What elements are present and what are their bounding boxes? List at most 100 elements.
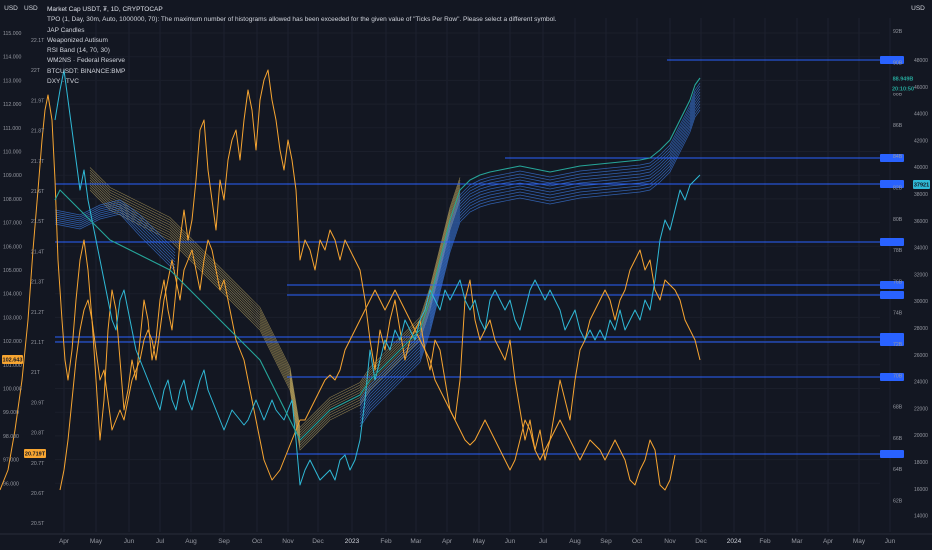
left-axis-label: 96.000 xyxy=(3,481,19,487)
blue-band-line xyxy=(359,100,701,419)
currency-button-left[interactable]: USD xyxy=(4,5,18,12)
indicator-weaponized-autisum[interactable]: Weaponized Autisum xyxy=(47,36,108,44)
series-lines xyxy=(0,69,701,491)
countdown-label-bg xyxy=(893,84,913,93)
left-axis-label: 104.000 xyxy=(3,292,22,298)
x-tick-label: Nov xyxy=(664,538,676,545)
level-tag xyxy=(880,154,904,162)
yellow-band-line xyxy=(89,189,461,451)
level-tag xyxy=(880,338,904,346)
left-axis-label: 105.000 xyxy=(3,268,22,274)
left-axis-label: 114.000 xyxy=(3,55,21,61)
left-axis-label: 110.000 xyxy=(3,150,21,156)
indicator-jap-candles[interactable]: JAP Candles xyxy=(47,26,85,34)
right2-axis-label: 38000 xyxy=(914,192,928,198)
left2-axis-label: 21.2T xyxy=(31,310,45,316)
right2-axis-label: 48000 xyxy=(914,58,928,64)
blue-band-line xyxy=(54,207,176,263)
blue-band-line xyxy=(359,103,701,422)
left-axis-label: 112.000 xyxy=(3,102,21,108)
right2-axis-label: 46000 xyxy=(914,85,928,91)
level-tag xyxy=(880,56,904,64)
indicator-rsi-band[interactable]: RSI Band (14, 70, 30) xyxy=(47,47,110,55)
left-axis-label: 98.000 xyxy=(3,434,19,440)
right-axis-label: 74B xyxy=(893,311,903,317)
left2-axis-label: 22.1T xyxy=(31,38,45,44)
right-axis-label: 88B xyxy=(893,92,903,98)
left2-axis-label: 21.4T xyxy=(31,249,45,255)
right-axis-label: 86B xyxy=(893,123,903,129)
blue-band-line xyxy=(54,205,176,260)
x-tick-label: Mar xyxy=(410,538,422,545)
axes: Apr May Jun Jul Aug Sep Oct Nov Dec 2023 Feb Mar Apr… xyxy=(0,29,932,545)
legend-panel: Market Cap USDT, ₮, 1D, CRYPTOCAP TPO (1… xyxy=(47,5,556,87)
left2-axis-label: 21.3T xyxy=(31,280,45,286)
right2-axis-label: 32000 xyxy=(914,272,928,278)
right2-axis-label: 34000 xyxy=(914,246,928,252)
btc-price-label-bg xyxy=(913,180,930,189)
indicator-btcusdt[interactable]: BTCUSDT: BINANCE:BMP xyxy=(47,67,126,75)
x-tick-label: Dec xyxy=(695,538,707,545)
right2-axis-label: 28000 xyxy=(914,326,928,332)
x-tick-label: Apr xyxy=(823,538,834,545)
horizontal-levels xyxy=(55,56,904,458)
series-usdt-line xyxy=(54,77,701,441)
m2-price-label: 20.719T xyxy=(25,452,46,458)
usdt-price-label-bg xyxy=(893,74,913,83)
blue-band-line xyxy=(54,209,176,266)
left-axis-label: 106.000 xyxy=(3,244,22,250)
left-axis-label: 109.000 xyxy=(3,173,22,179)
x-tick-label: Apr xyxy=(442,538,453,545)
grid-lines xyxy=(55,18,891,532)
left-axis-label: 111.000 xyxy=(3,126,21,132)
dxy-price-label: 102.643 xyxy=(3,358,23,364)
x-tick-label: Feb xyxy=(759,538,771,545)
blue-band-line xyxy=(359,94,701,413)
indicator-dxy[interactable]: DXY · TVC xyxy=(47,78,79,86)
chart-title[interactable]: Market Cap USDT, ₮, 1D, CRYPTOCAP xyxy=(47,6,163,13)
left-axis-label: 108.000 xyxy=(3,197,22,203)
left-axis-label: 102.000 xyxy=(3,339,22,345)
left2-axis-label: 21.1T xyxy=(31,340,45,346)
blue-band-line xyxy=(359,91,701,410)
left2-axis-label: 20.8T xyxy=(31,431,45,437)
indicator-tpo[interactable]: TPO (1, Day, 30m, Auto, 1000000, 70): Th… xyxy=(47,16,557,24)
left2-axis-label: 21.8T xyxy=(31,129,45,135)
blue-band-line xyxy=(359,106,701,425)
x-tick-label: May xyxy=(853,538,866,545)
level-tag xyxy=(880,281,904,289)
right2-axis-label: 26000 xyxy=(914,353,928,359)
blue-band-line xyxy=(54,211,176,269)
x-tick-label: Sep xyxy=(600,538,612,545)
right2-axis-label: 14000 xyxy=(914,514,928,520)
right-axis-label: 70B xyxy=(893,373,903,379)
countdown-label: 20:10:50 xyxy=(892,87,914,93)
currency-button-left-2[interactable]: USD xyxy=(24,5,38,12)
right2-axis-label: 40000 xyxy=(914,165,928,171)
right2-axis-label: 20000 xyxy=(914,433,928,439)
currency-button-right[interactable]: USD xyxy=(911,5,925,12)
x-tick-label: Apr xyxy=(59,538,70,545)
indicator-wm2ns[interactable]: WM2NS · Federal Reserve xyxy=(47,57,126,65)
left2-axis-label: 20.6T xyxy=(31,491,45,497)
level-tag xyxy=(880,180,904,188)
right2-axis-label: 36000 xyxy=(914,219,928,225)
right2-axis-label: 18000 xyxy=(914,460,928,466)
right-axis-label: 66B xyxy=(893,436,903,442)
left-axis-label: 99.000 xyxy=(3,410,19,416)
right-axis-label: 68B xyxy=(893,405,903,411)
x-tick-label: Jun xyxy=(124,538,135,545)
x-tick-label: Feb xyxy=(380,538,392,545)
left2-axis-label: 20.5T xyxy=(31,521,45,527)
right-axis-label: 76B xyxy=(893,279,903,285)
left2-axis-label: 21T xyxy=(31,370,41,376)
right2-axis-label: 44000 xyxy=(914,112,928,118)
x-tick-label: 2024 xyxy=(727,538,742,545)
blue-band-line xyxy=(359,97,701,416)
right-axis-label: 90B xyxy=(893,60,903,66)
btc-price-label: 37921 xyxy=(914,183,929,189)
blue-band-line xyxy=(54,203,176,257)
x-tick-label: Aug xyxy=(569,538,581,545)
blue-band-line xyxy=(54,199,176,251)
